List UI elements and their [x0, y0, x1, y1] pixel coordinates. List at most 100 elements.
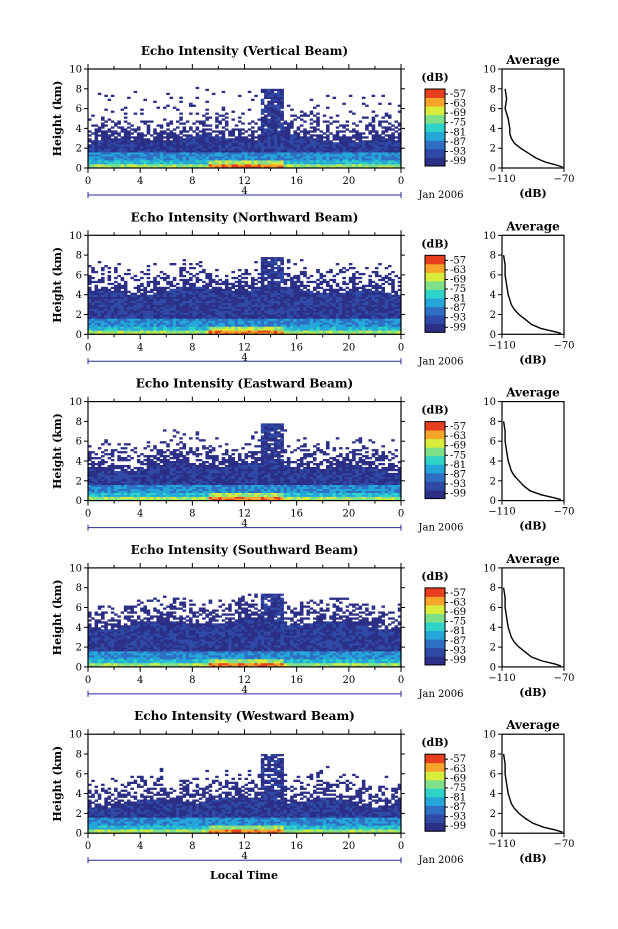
- y-tick-label: 4: [76, 124, 82, 135]
- y-tick-label: 2: [76, 144, 82, 155]
- y-tick-label: 8: [76, 84, 82, 95]
- x-tick-label: 20: [342, 176, 355, 187]
- average-frame: [501, 733, 565, 834]
- average-y-tick-label: 0: [490, 330, 496, 341]
- colorbar-frame: [424, 254, 446, 333]
- panel-title: Echo Intensity (Eastward Beam): [136, 377, 353, 391]
- colorbar-swatch: [425, 814, 445, 824]
- colorbar-tick-label: -57: [450, 255, 466, 266]
- y-tick-label: 8: [76, 251, 82, 262]
- x-tick-label: 0: [398, 841, 404, 852]
- colorbar-swatch: [425, 630, 445, 640]
- colorbar-tick-label: -87: [450, 636, 466, 647]
- y-tick-label: 2: [76, 476, 82, 487]
- average-x-tick-label: −70: [553, 673, 574, 684]
- x-tick-label: 0: [85, 509, 91, 520]
- colorbar-tick-label: -69: [450, 108, 466, 119]
- colorbar-swatch: [425, 796, 445, 806]
- colorbar-tick-label: -57: [450, 422, 466, 433]
- average-profile: Average 0 2 4 6 8 10 −110 −70 (dB): [483, 219, 574, 366]
- y-tick-label: 6: [76, 270, 82, 281]
- y-tick-label: 0: [76, 330, 82, 341]
- day-label: 4: [241, 186, 247, 197]
- average-profile: Average 0 2 4 6 8 10 −110 −70 (dB): [483, 53, 574, 200]
- figure-xlabel: Local Time: [210, 869, 278, 882]
- average-xlabel: (dB): [519, 353, 546, 366]
- colorbar-unit: (dB): [421, 570, 448, 583]
- x-tick-label: 8: [189, 509, 195, 520]
- colorbar-unit: (dB): [421, 404, 448, 417]
- colorbar-tick-label: -63: [450, 764, 466, 775]
- colorbar-swatch: [425, 472, 445, 482]
- x-tick-label: 8: [189, 841, 195, 852]
- colorbar-tick-label: -99: [450, 821, 466, 832]
- x-tick-label: 20: [342, 509, 355, 520]
- colorbar-swatch: [425, 455, 445, 465]
- colorbar-tick-label: -87: [450, 303, 466, 314]
- y-axis-label: Height (km): [51, 746, 64, 822]
- colorbar-tick-label: -93: [450, 812, 466, 823]
- colorbar-swatch: [425, 771, 445, 781]
- colorbar-swatch: [425, 114, 445, 124]
- y-tick-label: 0: [76, 164, 82, 175]
- y-tick-label: 4: [76, 789, 82, 800]
- colorbar-swatch: [425, 762, 445, 772]
- day-label: 4: [241, 685, 247, 696]
- colorbar-swatch: [425, 605, 445, 614]
- x-tick-label: 8: [189, 342, 195, 353]
- x-tick-label: 12: [238, 675, 251, 686]
- colorbar-tick-label: -75: [450, 118, 466, 129]
- average-x-tick-label: −70: [553, 340, 574, 351]
- colorbar-unit: (dB): [421, 736, 448, 749]
- x-tick-label: 8: [189, 176, 195, 187]
- colorbar-tick-label: -69: [450, 274, 466, 285]
- average-x-tick-label: −70: [553, 839, 574, 850]
- colorbar-swatch: [425, 298, 445, 308]
- average-y-tick-label: 8: [490, 583, 496, 594]
- x-tick-label: 4: [137, 841, 143, 852]
- average-y-tick-label: 4: [490, 789, 496, 800]
- colorbar-swatch: [425, 89, 445, 98]
- y-axis-label: Height (km): [51, 81, 64, 157]
- average-profile-line: [502, 421, 562, 501]
- average-frame: [501, 567, 565, 668]
- colorbar-swatch: [425, 464, 445, 474]
- colorbar: (dB)-57-63-69-75-81-87-93-99: [421, 570, 466, 666]
- colorbar-tick-label: -99: [450, 156, 466, 167]
- x-tick-label: 12: [238, 176, 251, 187]
- colorbar-swatch: [425, 613, 445, 623]
- echo-intensity-field: [88, 86, 402, 169]
- colorbar-unit: (dB): [421, 237, 448, 250]
- average-x-tick-label: −70: [553, 507, 574, 518]
- colorbar: (dB)-57-63-69-75-81-87-93-99: [421, 71, 466, 167]
- colorbar: (dB)-57-63-69-75-81-87-93-99: [421, 736, 466, 832]
- average-profile: Average 0 2 4 6 8 10 −110 −70 (dB): [483, 386, 574, 533]
- average-y-tick-label: 2: [490, 809, 496, 820]
- x-tick-label: 16: [290, 675, 303, 686]
- average-y-tick-label: 6: [490, 437, 496, 448]
- colorbar-tick-label: -87: [450, 137, 466, 148]
- average-title: Average: [505, 718, 560, 732]
- average-title: Average: [505, 219, 560, 233]
- x-tick-label: 16: [290, 176, 303, 187]
- colorbar-tick-label: -57: [450, 89, 466, 100]
- colorbar-swatch: [425, 306, 445, 316]
- day-label: 4: [241, 851, 247, 862]
- colorbar-swatch: [425, 438, 445, 448]
- x-tick-label: 4: [137, 342, 143, 353]
- colorbar-swatch: [425, 639, 445, 649]
- average-x-tick-label: −70: [553, 174, 574, 185]
- colorbar-tick-label: -57: [450, 754, 466, 765]
- date-label: Jan 2006: [417, 855, 463, 866]
- echo-panel-1: Echo Intensity (Vertical Beam) Height (km…: [51, 44, 575, 201]
- colorbar-swatch: [425, 315, 445, 325]
- average-y-tick-label: 10: [483, 231, 496, 242]
- y-tick-label: 0: [76, 829, 82, 840]
- average-y-tick-label: 4: [490, 290, 496, 301]
- echo-intensity-field: [88, 593, 402, 668]
- x-tick-label: 12: [238, 841, 251, 852]
- y-tick-label: 10: [69, 397, 82, 408]
- colorbar-tick-label: -93: [450, 479, 466, 490]
- y-tick-label: 4: [76, 623, 82, 634]
- date-label: Jan 2006: [417, 523, 463, 534]
